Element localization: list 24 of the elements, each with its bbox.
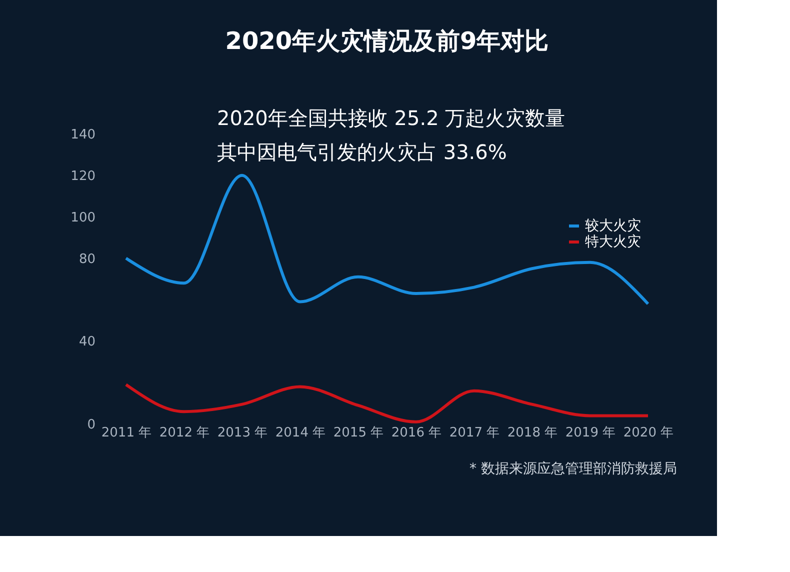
line-series [124, 383, 650, 424]
x-tick-label: 2011 年 [101, 426, 152, 440]
x-tick-label: 2020 年 [623, 426, 674, 440]
y-tick-label: 40 [78, 334, 96, 350]
line-series [124, 174, 650, 306]
annotation: 其中因电气引发的火灾占 33.6% [217, 140, 507, 164]
x-tick-label: 2014 年 [275, 426, 326, 440]
x-tick-label: 2018 年 [507, 426, 558, 440]
y-tick-label: 0 [87, 418, 96, 432]
text: * 数据来源应急管理部消防救援局 [470, 461, 677, 477]
x-tick-label: 2016 年 [391, 426, 442, 440]
legend-label: 特大火灾 [585, 234, 641, 250]
x-tick-label: 2012 年 [159, 426, 210, 440]
x-tick-label: 2017 年 [449, 426, 500, 440]
x-tick-label: 2013 年 [217, 426, 268, 440]
legend-label: 较大火灾 [585, 218, 641, 234]
chart-title: 2020年火灾情况及前9年对比 [225, 27, 549, 55]
y-tick-label: 120 [70, 168, 96, 184]
y-tick-label: 140 [70, 128, 96, 142]
y-tick-label: 80 [78, 252, 96, 267]
x-tick-label: 2015 年 [333, 426, 384, 440]
text: 2020年全国共接收 25.2 万起火灾数量 [217, 106, 566, 130]
x-tick-label: 2019 年 [565, 426, 616, 440]
y-tick-label: 100 [70, 210, 96, 226]
